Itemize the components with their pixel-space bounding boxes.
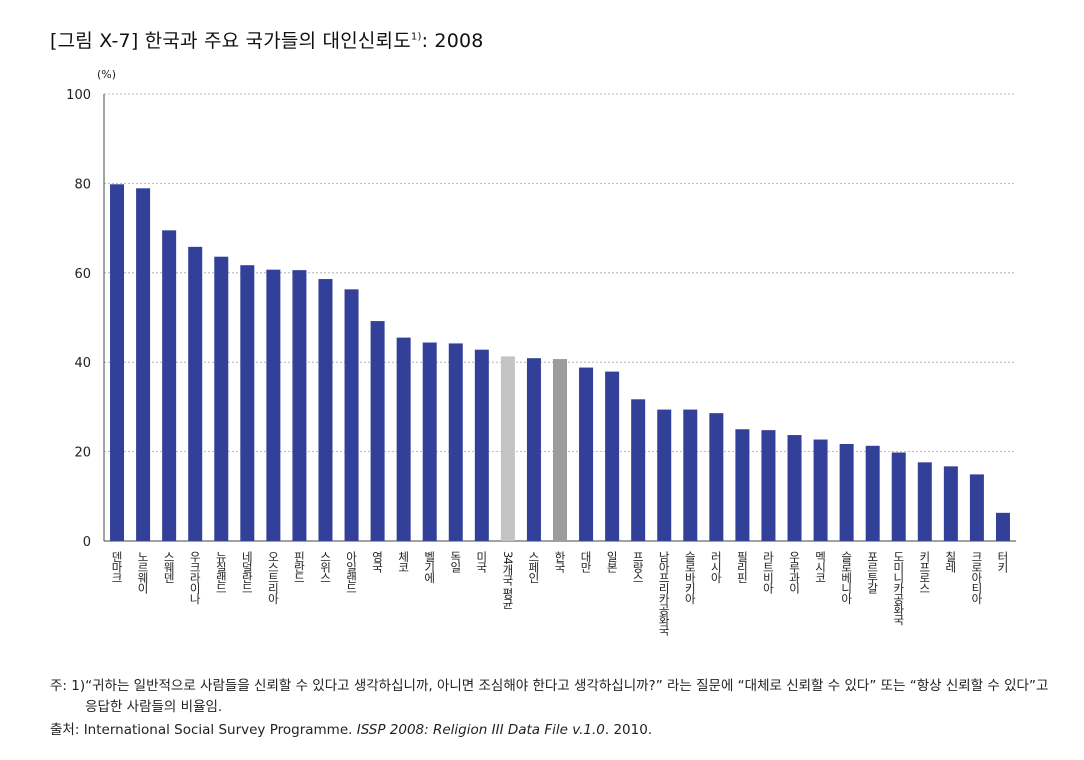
x-tick-label: 크로아티아 (970, 551, 984, 605)
source-title: ISSP 2008: Religion III Data File v.1.0 (356, 722, 605, 738)
bar (995, 512, 1010, 541)
y-tick-label: 40 (74, 356, 91, 371)
bar (136, 188, 151, 541)
footnote-text: “귀하는 일반적으로 사람들을 신뢰할 수 있다고 생각하십니까, 아니면 조심… (85, 678, 1049, 715)
bar (162, 230, 177, 541)
x-tick-label: 라트비아 (761, 551, 775, 595)
x-tick-label: 도미니카공화국 (892, 551, 906, 625)
x-tick-label: 우크라이나 (188, 551, 202, 604)
bar (709, 413, 724, 541)
bar-chart: 0 20 40 60 80 100 (%) 덴마크 노르웨이 스웨덴 우크라이나 뉴질랜드 네덜란드 오… (66, 68, 1016, 636)
notes: 주: 1) “귀하는 일반적으로 사람들을 신뢰할 수 있다고 생각하십니까, … (50, 676, 1060, 741)
source-org: International Social Survey Programme. (83, 722, 357, 738)
bar (657, 409, 672, 541)
x-tick-label: 아일랜드 (345, 551, 359, 593)
x-tick-label: 핀란드 (292, 551, 306, 583)
bar (761, 430, 776, 541)
x-tick-label: 덴마크 (110, 551, 124, 583)
bar (526, 358, 541, 541)
x-tick-label: 노르웨이 (136, 551, 150, 595)
x-tick-label: 슬로베니아 (840, 551, 854, 605)
x-tick-label: 멕시코 (814, 551, 828, 583)
x-tick-label: 체코 (397, 551, 411, 572)
bar (631, 399, 646, 541)
bar (787, 435, 802, 541)
bar (422, 342, 437, 541)
x-tick-label: 대만 (579, 551, 593, 573)
bar (813, 439, 828, 541)
bar (474, 349, 489, 541)
bar (943, 466, 958, 541)
x-tick-label: 영국 (371, 551, 385, 573)
bar (839, 444, 854, 541)
bar (579, 367, 594, 541)
footnote-label: 주: 1) (50, 678, 86, 694)
y-axis-unit: (%) (97, 68, 116, 81)
x-tick-label: 미국 (475, 551, 489, 573)
x-tick-label: 벨기에 (423, 551, 437, 584)
x-tick-label: 네덜란드 (240, 551, 254, 593)
bar (865, 445, 880, 541)
source-line: 출처: International Social Survey Programm… (50, 720, 1060, 741)
bar (683, 409, 698, 541)
axes: 0 20 40 60 80 100 (%) (66, 68, 1016, 550)
y-tick-label: 100 (66, 88, 91, 103)
x-tick-label: 키프로스 (918, 551, 932, 593)
bar (344, 289, 359, 541)
bar (396, 337, 411, 541)
bar (500, 356, 515, 541)
y-tick-label: 20 (74, 446, 91, 461)
x-tick-label: 뉴질랜드 (214, 551, 228, 593)
x-tick-label: 우루과이 (788, 551, 802, 595)
x-tick-label: 스위스 (318, 551, 332, 583)
x-tick-label: 한국 (553, 551, 567, 573)
x-tick-label: 프랑스 (631, 551, 645, 583)
bar (448, 343, 463, 541)
bar (969, 474, 984, 541)
bar (214, 256, 229, 541)
x-tick-label: 일본 (605, 550, 619, 573)
figure-title-year: : 2008 (421, 30, 484, 52)
x-tick-label: 오스트리아 (266, 551, 280, 605)
y-tick-label: 80 (74, 177, 91, 192)
x-tick-label: 터키 (996, 551, 1010, 573)
x-tick-label: 독일 (449, 551, 463, 573)
source-year: . 2010. (604, 722, 653, 738)
bar (553, 359, 567, 541)
bar (735, 429, 750, 541)
y-tick-label: 60 (74, 267, 91, 282)
x-tick-label: 러시아 (709, 551, 723, 584)
x-tick-label: 스페인 (527, 551, 541, 583)
bar (110, 184, 125, 541)
x-tick-label: 슬로바키아 (683, 551, 697, 605)
y-tick-label: 0 (83, 535, 91, 550)
bar (318, 279, 333, 541)
figure-title: [그림 X-7] 한국과 주요 국가들의 대인신뢰도 (50, 30, 411, 52)
bar (266, 269, 281, 541)
page-title: [그림 X-7] 한국과 주요 국가들의 대인신뢰도1): 2008 (50, 26, 484, 53)
bars (110, 184, 1010, 541)
x-tick-label: 남아프리카공화국 (657, 551, 671, 636)
bar (240, 265, 255, 541)
bar (891, 452, 906, 541)
bar (370, 321, 385, 541)
title-footnote-mark: 1) (410, 31, 422, 43)
source-label: 출처: (50, 722, 84, 738)
bar (605, 371, 620, 541)
x-tick-label: 칠레 (944, 551, 958, 573)
x-tick-label: 34개국 평균 (501, 551, 515, 609)
footnote: 주: 1) “귀하는 일반적으로 사람들을 신뢰할 수 있다고 생각하십니까, … (50, 676, 1060, 718)
x-tick-label: 필리핀 (735, 551, 749, 583)
category-labels: 덴마크 노르웨이 스웨덴 우크라이나 뉴질랜드 네덜란드 오스트리아 핀란드 스위스 아일랜드 영국… (110, 550, 1010, 636)
bar (917, 462, 932, 541)
x-tick-label: 스웨덴 (162, 551, 176, 583)
bar (188, 246, 203, 541)
bar (292, 270, 307, 541)
x-tick-label: 포르투갈 (866, 551, 880, 594)
